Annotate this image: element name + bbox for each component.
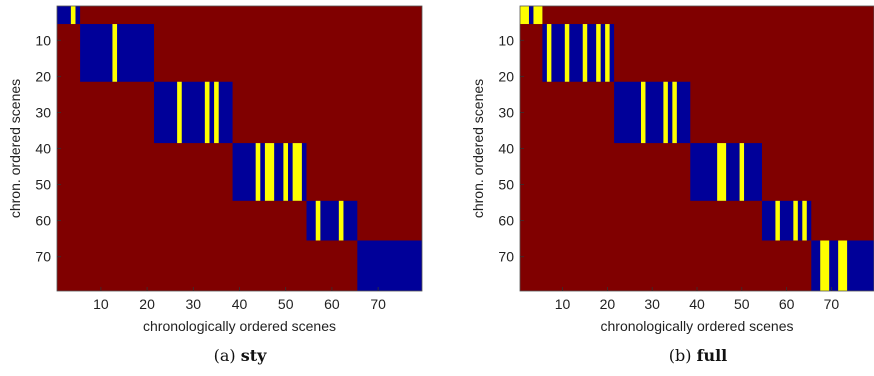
highlight-column xyxy=(112,24,118,82)
y-tick-label: 10 xyxy=(498,32,514,48)
y-tick-label: 70 xyxy=(35,249,51,265)
highlight-column xyxy=(838,240,848,291)
highlight-column xyxy=(564,24,570,82)
highlight-column xyxy=(292,143,302,201)
heatmap-cells xyxy=(520,6,874,291)
highlight-column xyxy=(820,240,830,291)
x-tick-label: 10 xyxy=(555,296,571,312)
highlight-column xyxy=(338,200,344,241)
y-tick-label: 60 xyxy=(498,213,514,229)
cluster-block xyxy=(357,240,422,291)
highlight-column xyxy=(520,6,529,25)
x-tick-label: 40 xyxy=(689,296,705,312)
highlight-column xyxy=(533,6,543,25)
x-tick-label: 20 xyxy=(139,296,155,312)
x-tick-labels: 10 20 30 40 50 60 70 xyxy=(93,287,386,312)
highlight-column xyxy=(717,143,727,201)
subfigure-caption: (a) sty xyxy=(214,346,268,365)
highlight-column xyxy=(70,6,76,25)
x-tick-label: 30 xyxy=(186,296,202,312)
heatmap-panel-a: 10 20 30 40 50 60 70 10 20 30 40 50 60 70 chronologi… xyxy=(7,5,423,365)
y-tick-label: 60 xyxy=(35,213,51,229)
highlight-column xyxy=(672,81,677,144)
y-axis-label: chron. ordered scenes xyxy=(7,79,23,218)
x-tick-label: 70 xyxy=(370,296,386,312)
x-tick-labels: 10 20 30 40 50 60 70 xyxy=(555,287,840,312)
y-tick-labels: 10 20 30 40 50 60 70 xyxy=(35,32,61,265)
y-tick-label: 70 xyxy=(498,249,514,265)
y-axis-label: chron. ordered scenes xyxy=(470,79,486,218)
x-tick-label: 10 xyxy=(93,296,109,312)
y-tick-label: 40 xyxy=(498,141,514,157)
x-axis-label: chronologically ordered scenes xyxy=(601,318,794,334)
highlight-column xyxy=(255,143,261,201)
cluster-block xyxy=(306,200,358,241)
x-tick-label: 50 xyxy=(734,296,750,312)
y-tick-label: 50 xyxy=(498,177,514,193)
highlight-column xyxy=(775,200,780,241)
highlight-column xyxy=(283,143,289,201)
x-tick-label: 20 xyxy=(600,296,616,312)
y-tick-labels: 10 20 30 40 50 60 70 xyxy=(498,32,524,265)
highlight-column xyxy=(802,200,807,241)
highlight-column xyxy=(739,143,745,201)
x-tick-label: 60 xyxy=(779,296,795,312)
y-tick-label: 20 xyxy=(498,68,514,84)
caption-prefix: (b) xyxy=(669,346,697,365)
heatmap-panel-b: 10 20 30 40 50 60 70 10 20 30 40 50 60 70 chronologi… xyxy=(470,5,874,365)
x-tick-label: 60 xyxy=(324,296,340,312)
cluster-block xyxy=(614,81,691,144)
highlight-column xyxy=(204,81,210,144)
x-axis-label: chronologically ordered scenes xyxy=(143,318,336,334)
x-tick-label: 40 xyxy=(232,296,248,312)
y-tick-label: 40 xyxy=(35,141,51,157)
heatmap-cells xyxy=(57,6,422,291)
caption-name: sty xyxy=(241,346,267,365)
highlight-column xyxy=(640,81,646,144)
highlight-column xyxy=(264,143,275,201)
x-tick-label: 70 xyxy=(824,296,840,312)
highlight-column xyxy=(793,200,798,241)
highlight-column xyxy=(596,24,601,82)
cluster-block xyxy=(542,24,615,82)
cluster-block xyxy=(57,6,81,25)
y-tick-label: 50 xyxy=(35,177,51,193)
highlight-column xyxy=(546,24,552,82)
caption-name: full xyxy=(697,346,728,365)
highlight-column xyxy=(605,24,610,82)
highlight-column xyxy=(177,81,182,144)
y-tick-label: 20 xyxy=(35,68,51,84)
y-tick-label: 30 xyxy=(35,104,51,120)
y-tick-label: 30 xyxy=(498,104,514,120)
highlight-column xyxy=(315,200,321,241)
y-tick-label: 10 xyxy=(35,32,51,48)
highlight-column xyxy=(582,24,588,82)
highlight-column xyxy=(214,81,219,144)
highlight-column xyxy=(663,81,668,144)
x-tick-label: 30 xyxy=(644,296,660,312)
cluster-block xyxy=(154,81,233,144)
subfigure-caption: (b) full xyxy=(669,346,727,365)
x-tick-label: 50 xyxy=(278,296,294,312)
caption-prefix: (a) xyxy=(214,346,241,365)
